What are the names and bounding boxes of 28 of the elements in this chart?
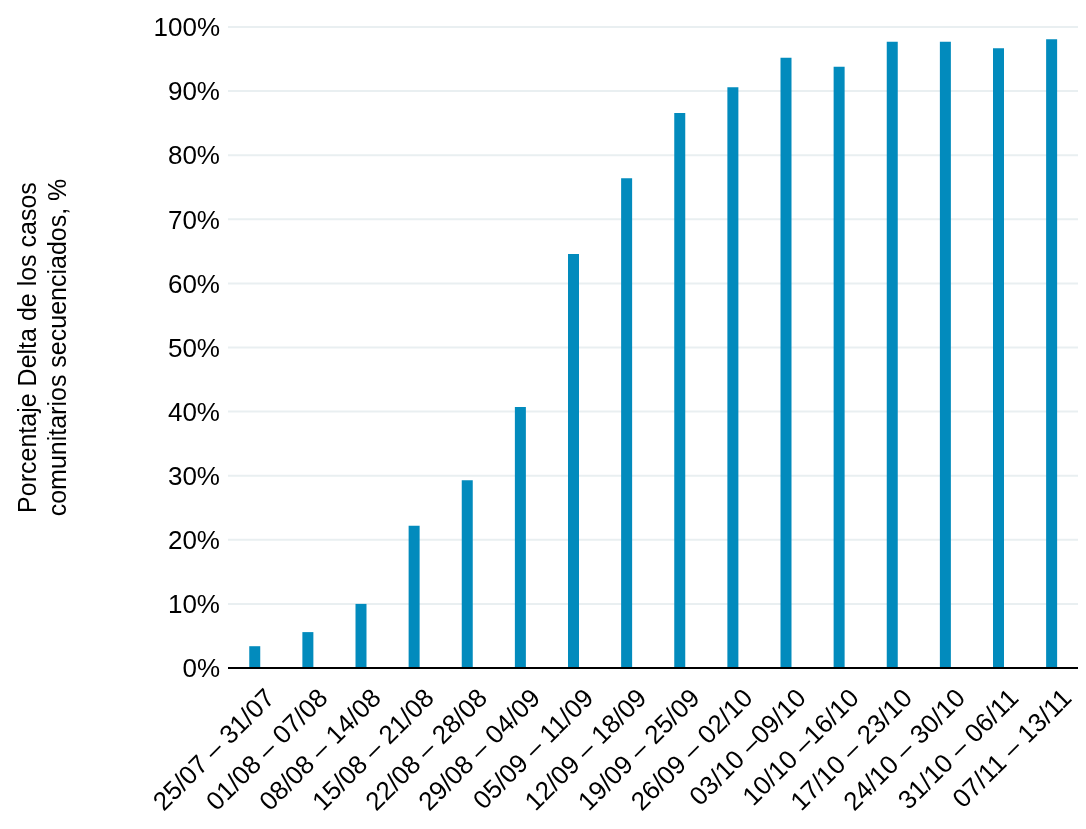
bar [621,178,633,668]
bar [249,646,261,668]
y-tick-label: 80% [167,140,220,171]
y-tick-label: 70% [167,204,220,235]
y-tick-label: 20% [167,525,220,556]
bar [993,48,1004,668]
bar [461,480,473,668]
bar [674,112,686,668]
y-axis-title: Porcentaje Delta de los casos comunitarios secuenciados, % [13,178,71,517]
bar [568,253,579,668]
bar [302,632,314,668]
y-tick-label: 90% [167,76,220,107]
y-tick-label: 30% [167,460,220,491]
y-tick-label: 100% [153,12,220,43]
bar [780,57,792,668]
bar [1046,39,1058,668]
bar [408,525,420,668]
y-tick-label: 50% [167,332,220,363]
y-tick-label: 40% [167,396,220,427]
bar [939,41,951,668]
y-tick-label: 10% [167,589,220,620]
bar [514,407,526,668]
bar [833,66,845,668]
bar [886,41,898,668]
bar [355,603,367,668]
y-tick-label: 0% [182,653,220,684]
bar [727,87,739,668]
y-tick-label: 60% [167,268,220,299]
